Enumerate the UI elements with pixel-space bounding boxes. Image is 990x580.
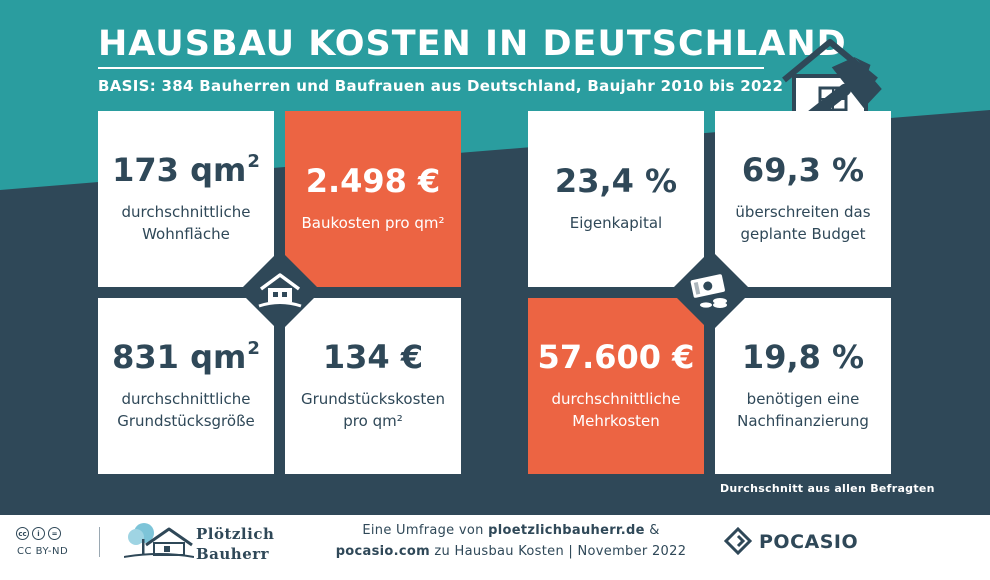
survey-credit: Eine Umfrage von ploetzlichbauherr.de & …	[335, 523, 687, 559]
stat-label: Grundstückskosten pro qm²	[300, 389, 446, 430]
pocasio-brand: POCASIO	[759, 531, 859, 553]
brand-name: Plötzlich Bauherr	[196, 525, 275, 564]
page-subtitle: BASIS: 384 Bauherren und Baufrauen aus D…	[98, 77, 784, 95]
stat-value: 57.600 €	[537, 337, 695, 376]
cc-icon: cc i =	[16, 527, 61, 540]
stat-value: 2.498 €	[305, 161, 441, 200]
house-icon	[245, 256, 315, 326]
title-underline	[98, 67, 764, 69]
footnote: Durchschnitt aus allen Befragten	[720, 482, 935, 495]
stat-tile-mehrkosten: 57.600 € durchschnittliche Mehrkosten	[528, 298, 704, 474]
link-pocasio[interactable]: pocasio.com	[335, 543, 430, 559]
stat-label: durchschnittliche Grundstücksgröße	[117, 390, 255, 431]
stat-value: 134 €	[322, 337, 424, 376]
stat-value: 831 qm2	[112, 338, 260, 377]
stat-label: benötigen eine Nachfinanzierung	[737, 389, 869, 430]
stat-value: 23,4 %	[554, 161, 678, 200]
stat-tile-nachfinanzierung: 19,8 % benötigen eine Nachfinanzierung	[715, 298, 891, 474]
stat-tile-baukosten: 2.498 € Baukosten pro qm²	[285, 111, 461, 287]
stat-tile-wohnflaeche: 173 qm2 durchschnittliche Wohnfläche	[98, 111, 274, 287]
page-title: HAUSBAU KOSTEN IN DEUTSCHLAND	[98, 24, 847, 64]
money-icon	[676, 256, 746, 326]
stat-tile-grundstueckskosten: 134 € Grundstückskosten pro qm²	[285, 298, 461, 474]
stat-label: Eigenkapital	[569, 213, 663, 232]
stat-value: 69,3 %	[741, 150, 865, 189]
pocasio-logo-icon	[724, 527, 752, 555]
stat-tile-grundstuecksgroesse: 831 qm2 durchschnittliche Grundstücksgröß…	[98, 298, 274, 474]
stat-label: überschreiten das geplante Budget	[735, 202, 871, 243]
stat-label: durchschnittliche Mehrkosten	[551, 389, 681, 430]
ploetzlich-bauherr-logo-icon	[124, 523, 194, 558]
footer-divider	[99, 527, 100, 557]
stat-value: 173 qm2	[112, 151, 260, 190]
stat-label: durchschnittliche Wohnfläche	[121, 203, 251, 244]
stat-label: Baukosten pro qm²	[301, 213, 445, 232]
stat-tile-budget: 69,3 % überschreiten das geplante Budget	[715, 111, 891, 287]
license-label: CC BY-ND	[17, 546, 69, 557]
stat-value: 19,8 %	[741, 337, 865, 376]
stat-tile-eigenkapital: 23,4 % Eigenkapital	[528, 111, 704, 287]
link-ploetzlichbauherr[interactable]: ploetzlichbauherr.de	[488, 523, 645, 538]
